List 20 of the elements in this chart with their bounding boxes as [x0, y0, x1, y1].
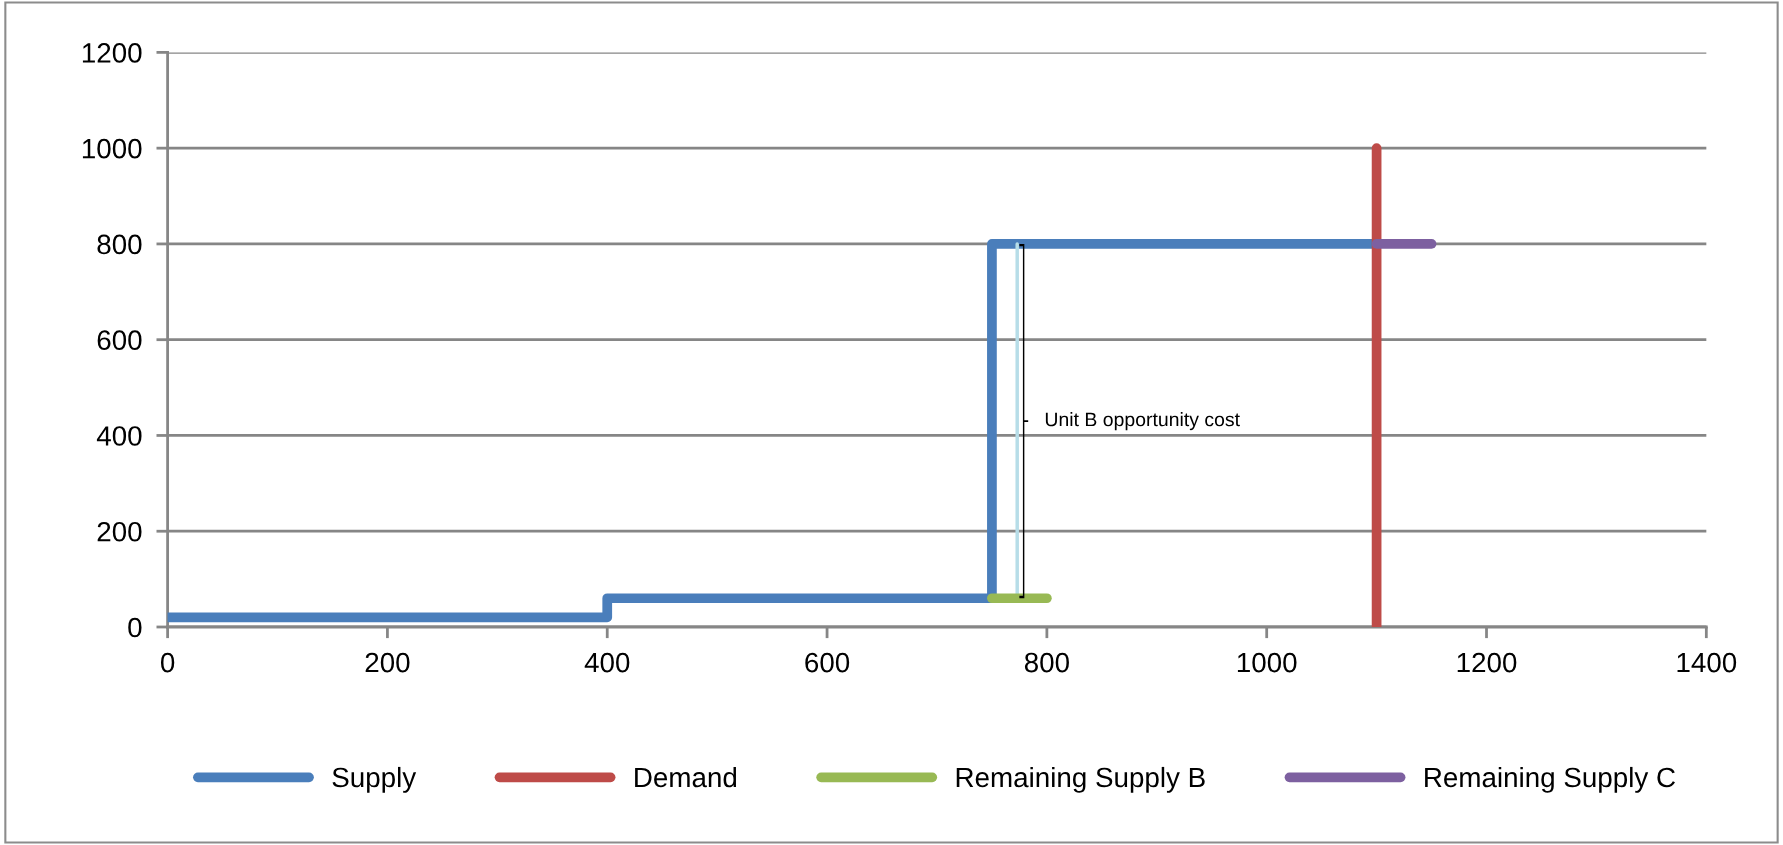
y-tick-label: 1000 — [82, 138, 142, 159]
x-tick-label: 200 — [365, 652, 410, 673]
y-tick-label: 0 — [128, 617, 142, 638]
x-tick-label: 400 — [584, 652, 630, 673]
annotation: Unit B opportunity cost — [1045, 412, 1240, 431]
x-tick-label: 800 — [1024, 652, 1069, 673]
x-tick-label: 1000 — [1237, 652, 1297, 673]
x-tick-label: 1400 — [1677, 652, 1737, 673]
y-tick-label: 400 — [96, 426, 142, 446]
y-tick-label: 600 — [97, 330, 142, 351]
x-tick-label: 600 — [805, 652, 850, 673]
legend-label: Remaining Supply B — [956, 766, 1205, 793]
y-tick-label: 200 — [97, 521, 142, 542]
y-tick-label: 1200 — [82, 43, 142, 63]
x-tick-label: 0 — [160, 652, 175, 673]
x-tick-label: 1200 — [1457, 652, 1517, 673]
legend-label: Demand — [635, 766, 737, 788]
y-tick-label: 800 — [97, 234, 142, 255]
legend-label: Remaining Supply C — [1425, 766, 1675, 793]
legend-label: Supply — [332, 766, 417, 793]
